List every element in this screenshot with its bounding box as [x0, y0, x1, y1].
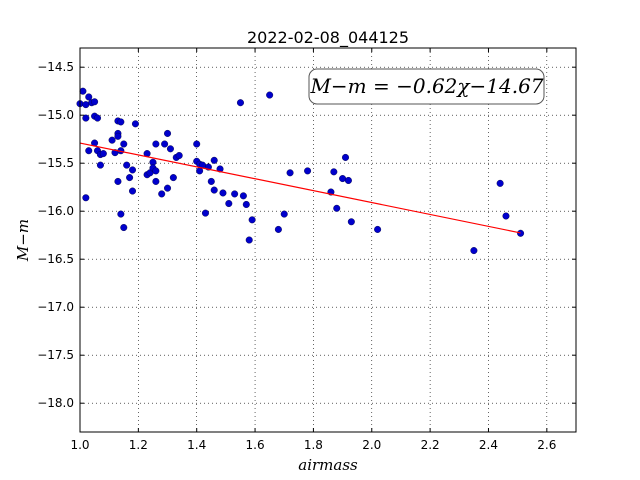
x-tick-label: 1.2	[129, 438, 148, 452]
y-tick-label: −17.0	[37, 300, 74, 314]
data-points	[76, 87, 525, 255]
data-point	[129, 166, 137, 174]
y-tick-label: −14.5	[37, 60, 74, 74]
data-point	[517, 229, 525, 237]
plot-frame	[79, 47, 577, 433]
annotation-text: M−m = −0.62χ−14.67	[309, 74, 543, 98]
x-tick-label: 2.6	[537, 438, 556, 452]
data-point	[85, 93, 93, 101]
data-point	[333, 204, 341, 212]
data-point	[470, 247, 478, 255]
data-point	[239, 192, 247, 200]
data-point	[496, 179, 504, 187]
y-axis-label: M−m	[14, 219, 32, 262]
data-point	[347, 218, 355, 226]
y-tick-label: −15.0	[37, 108, 74, 122]
data-point	[266, 91, 274, 99]
data-point	[108, 136, 116, 144]
x-ticks: 1.0 1.2 1.4 1.6 1.8 2.0 2.2 2.4 2.6	[70, 48, 556, 452]
data-point	[131, 120, 139, 128]
data-point	[216, 165, 224, 173]
y-tick-label: −17.5	[37, 348, 74, 362]
data-point	[152, 140, 160, 148]
data-point	[82, 194, 90, 202]
data-point	[117, 210, 125, 218]
data-point	[82, 101, 90, 109]
data-point	[502, 212, 510, 220]
data-point	[231, 190, 239, 198]
y-ticks: −14.5 −15.0 −15.5 −16.0 −16.5 −17.0 −17.5 −18.0	[37, 60, 576, 410]
fit-line	[79, 142, 521, 234]
x-tick-label: 1.8	[304, 438, 323, 452]
x-tick-label: 1.6	[246, 438, 265, 452]
data-point	[152, 167, 160, 175]
y-tick-label: −15.5	[37, 156, 74, 170]
y-tick-label: −16.0	[37, 204, 74, 218]
x-tick-label: 1.0	[70, 438, 89, 452]
data-point	[169, 174, 177, 182]
x-tick-label: 2.4	[479, 438, 498, 452]
y-tick-label: −18.0	[37, 396, 74, 410]
data-point	[164, 184, 172, 192]
data-point	[219, 189, 227, 197]
data-point	[114, 177, 122, 185]
data-point	[120, 140, 128, 148]
data-point	[374, 225, 382, 233]
data-point	[82, 114, 90, 122]
data-point	[344, 176, 352, 184]
chart-title: 2022-02-08_044125	[247, 28, 409, 48]
grid	[80, 48, 576, 432]
data-point	[85, 147, 93, 155]
data-point	[210, 186, 218, 194]
data-point	[207, 177, 215, 185]
data-point	[164, 129, 172, 137]
data-point	[158, 190, 166, 198]
data-point	[210, 156, 218, 164]
data-point	[339, 175, 347, 183]
data-point	[342, 153, 350, 161]
data-point	[175, 152, 183, 160]
data-point	[79, 87, 87, 95]
data-point	[225, 200, 233, 208]
data-point	[280, 210, 288, 218]
plot-area	[80, 48, 576, 432]
data-point	[166, 145, 174, 153]
data-point	[96, 161, 104, 169]
data-point	[152, 177, 160, 185]
data-point	[161, 140, 169, 148]
data-point	[242, 200, 250, 208]
data-point	[114, 132, 122, 140]
data-point	[193, 140, 201, 148]
annotation-frame	[308, 68, 545, 105]
data-point	[94, 114, 102, 122]
data-point	[196, 167, 204, 175]
annotation-box: M−m = −0.62χ−14.67	[308, 68, 545, 105]
data-point	[248, 216, 256, 224]
y-tick-label: −16.5	[37, 252, 74, 266]
data-point	[126, 174, 134, 182]
data-point	[274, 225, 282, 233]
data-point	[129, 187, 137, 195]
data-point	[99, 150, 107, 158]
data-point	[330, 168, 338, 176]
data-point	[123, 161, 131, 169]
x-tick-label: 1.4	[187, 438, 206, 452]
data-point	[201, 209, 209, 217]
fit-line-group	[79, 142, 521, 234]
data-point	[120, 224, 128, 232]
data-point	[236, 99, 244, 107]
data-point	[91, 98, 99, 106]
data-point	[117, 118, 125, 126]
data-point	[286, 169, 294, 177]
x-axis-label: airmass	[298, 456, 358, 474]
x-tick-label: 2.0	[362, 438, 381, 452]
data-point	[245, 236, 253, 244]
data-point	[304, 167, 312, 175]
x-tick-label: 2.2	[421, 438, 440, 452]
